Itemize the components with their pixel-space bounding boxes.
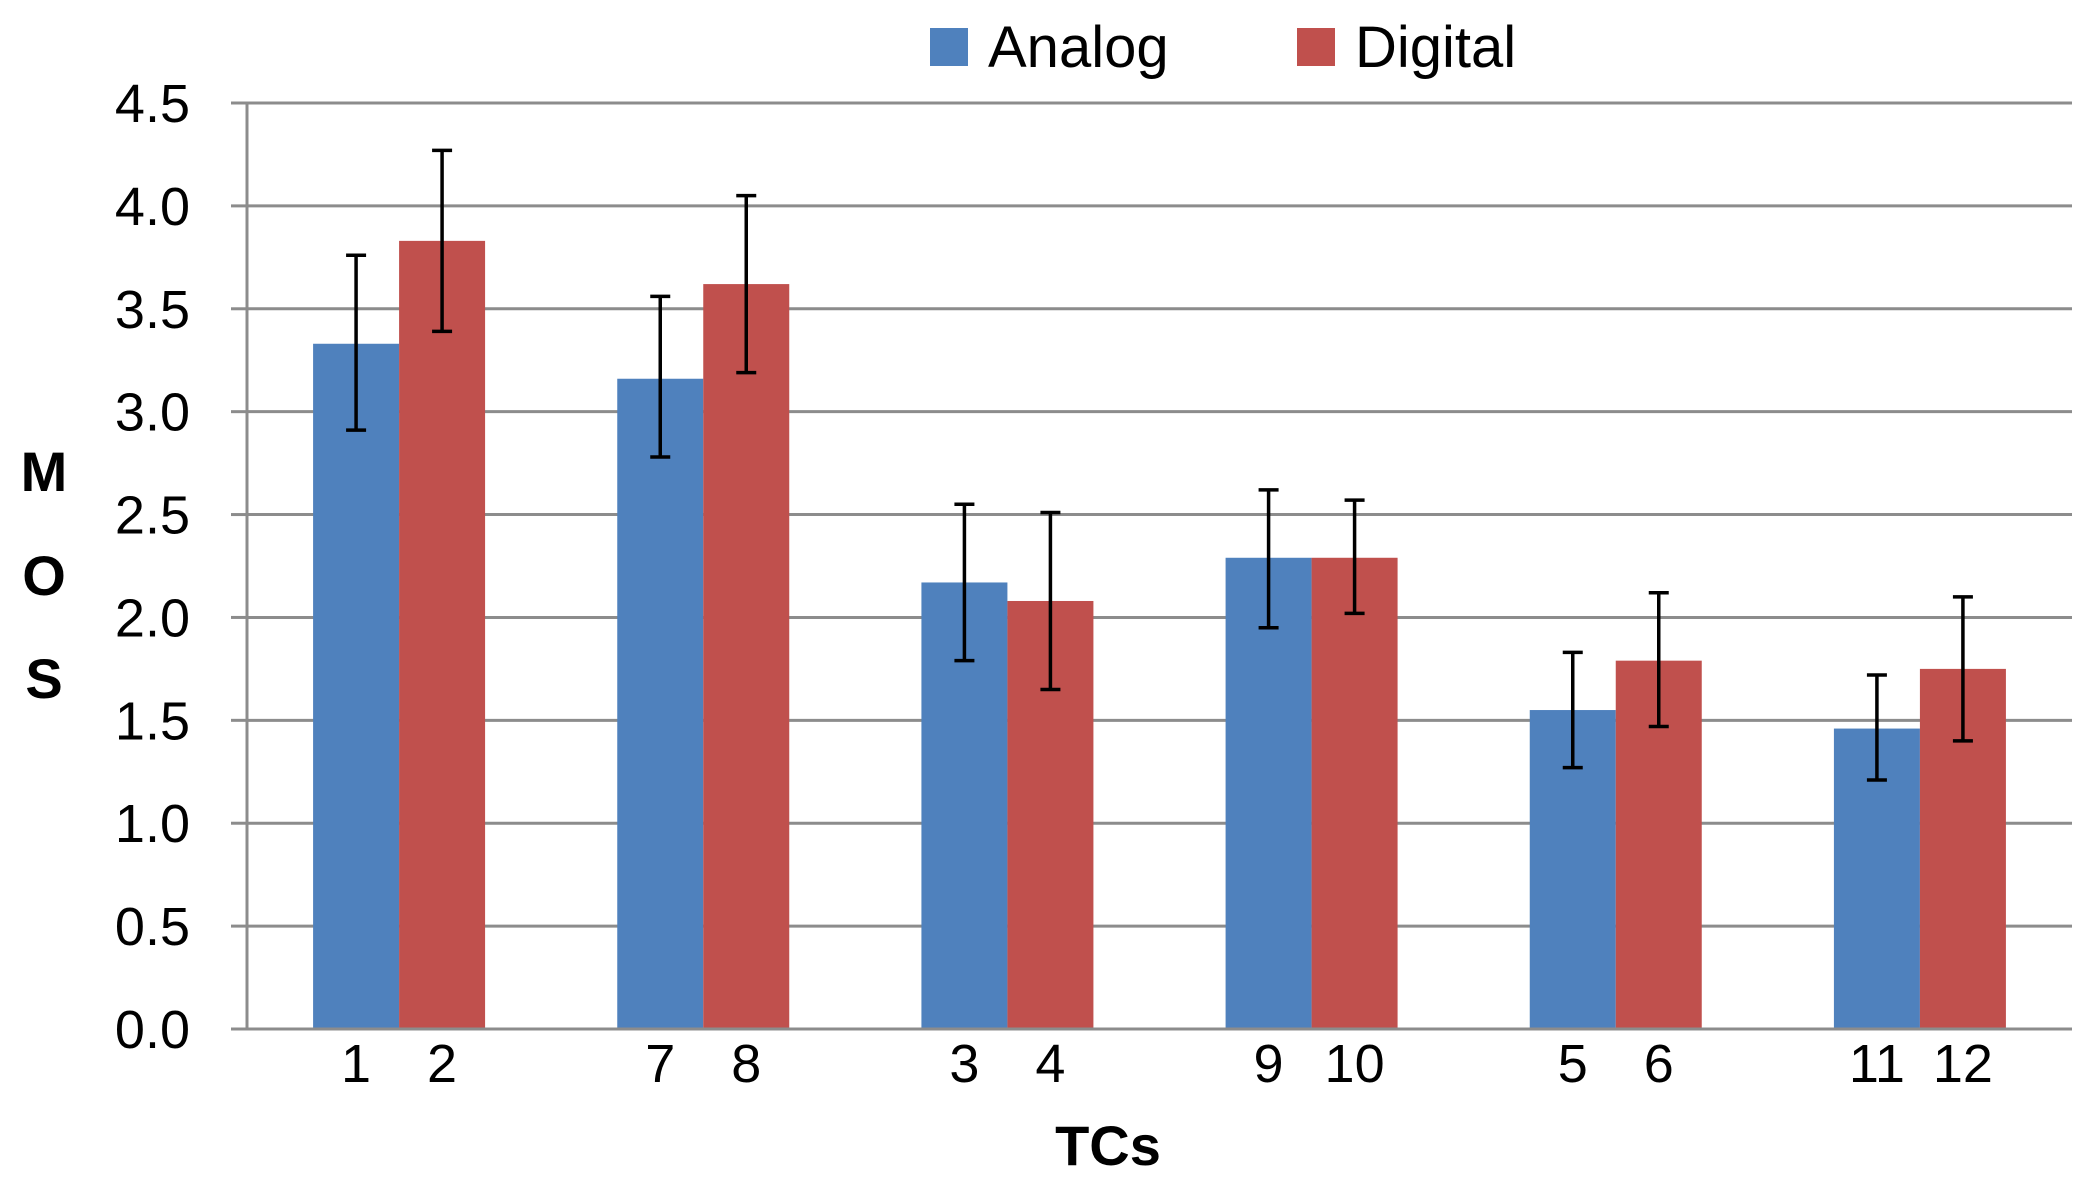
gridlines	[247, 101, 2072, 928]
legend-label-digital: Digital	[1355, 15, 1516, 80]
legend: Analog Digital	[930, 15, 1516, 80]
y-axis-title-letter-o: O	[22, 544, 66, 607]
bar-analog-7	[617, 378, 704, 1030]
x-tick-label: 8	[731, 1034, 761, 1094]
x-tick-label: 4	[1035, 1034, 1065, 1094]
x-tick-label: 5	[1558, 1034, 1588, 1094]
y-axis-title-letter-m: M	[21, 440, 68, 503]
x-tick-label: 6	[1644, 1034, 1674, 1094]
y-tick-label: 4.0	[115, 177, 190, 237]
y-tick-label: 0.5	[115, 897, 190, 957]
y-tick-label: 3.5	[115, 280, 190, 340]
legend-swatch-analog	[930, 28, 968, 66]
legend-swatch-digital	[1297, 28, 1335, 66]
x-tick-label: 3	[949, 1034, 979, 1094]
bar-digital-2	[399, 240, 486, 1030]
y-tick-label: 3.0	[115, 383, 190, 443]
bar-analog-9	[1225, 557, 1312, 1029]
axes: 0.0 0.5 1.0 1.5 2.0 2.5 3.0 3.5 4.0 4.5 1 2 7 8 3 4 9 10 5…	[115, 74, 2072, 1094]
x-tick-label: 2	[427, 1034, 457, 1094]
x-tick-label: 9	[1254, 1034, 1284, 1094]
y-axis-title-letter-s: S	[25, 647, 62, 710]
y-tick-label: 2.5	[115, 486, 190, 546]
x-axis-title: TCs	[1055, 1114, 1161, 1177]
error-bars	[346, 148, 1973, 782]
x-tick-label: 11	[1849, 1034, 1905, 1094]
x-tick-label: 7	[645, 1034, 675, 1094]
y-tick-label: 2.0	[115, 588, 190, 648]
y-axis-title: M O S	[21, 440, 68, 710]
x-tick-label: 10	[1325, 1034, 1385, 1094]
y-tick-label: 1.5	[115, 691, 190, 751]
legend-label-analog: Analog	[988, 15, 1169, 80]
y-tick-label: 0.0	[115, 1000, 190, 1060]
bar-analog-1	[313, 343, 400, 1029]
y-tick-label: 4.5	[115, 74, 190, 134]
x-tick-label: 1	[341, 1034, 371, 1094]
bar-digital-8	[703, 284, 790, 1029]
x-tick-label: 12	[1933, 1034, 1993, 1094]
bar-digital-10	[1311, 557, 1398, 1029]
y-tick-label: 1.0	[115, 794, 190, 854]
bars	[313, 240, 2006, 1030]
